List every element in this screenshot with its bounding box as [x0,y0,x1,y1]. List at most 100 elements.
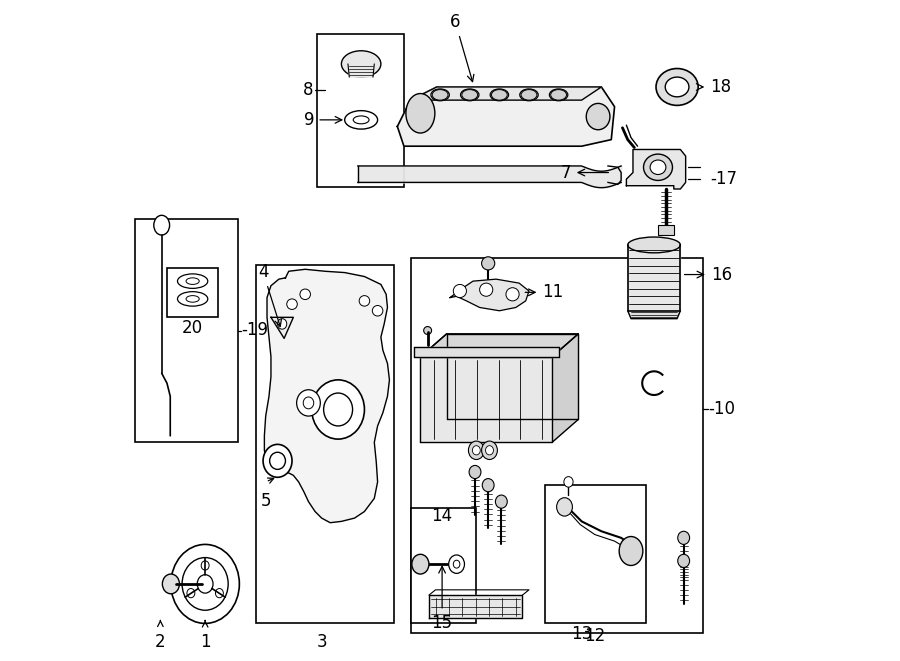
Ellipse shape [454,284,466,297]
Ellipse shape [491,90,508,100]
Text: 18: 18 [697,78,731,96]
Ellipse shape [277,319,287,329]
Ellipse shape [311,380,364,439]
Bar [545,485,646,623]
Text: 16: 16 [685,266,732,284]
Bar [256,264,394,623]
Polygon shape [265,269,390,523]
Ellipse shape [177,274,208,288]
Polygon shape [348,64,374,77]
Ellipse shape [324,393,353,426]
Ellipse shape [468,441,484,459]
Bar [410,508,476,623]
Ellipse shape [619,537,643,565]
Polygon shape [420,334,579,357]
Text: 6: 6 [450,13,474,81]
Ellipse shape [469,465,481,479]
Polygon shape [552,334,579,442]
Ellipse shape [482,256,495,270]
Ellipse shape [186,295,199,302]
Ellipse shape [495,495,508,508]
Ellipse shape [665,77,688,97]
Ellipse shape [482,479,494,492]
Ellipse shape [564,477,573,487]
Polygon shape [414,347,559,357]
Ellipse shape [461,89,479,100]
Ellipse shape [303,397,314,408]
Ellipse shape [650,160,666,175]
Ellipse shape [491,89,508,100]
Ellipse shape [521,90,537,100]
Polygon shape [450,279,529,311]
Ellipse shape [556,498,572,516]
Polygon shape [420,357,552,442]
Ellipse shape [656,69,698,105]
Ellipse shape [202,561,209,570]
Ellipse shape [482,441,498,459]
Text: 9: 9 [304,111,342,129]
Ellipse shape [359,295,370,306]
Ellipse shape [424,327,432,334]
Ellipse shape [480,283,493,296]
Ellipse shape [162,574,179,594]
Ellipse shape [586,103,610,130]
Polygon shape [446,334,579,419]
Polygon shape [626,149,686,189]
Ellipse shape [373,305,382,316]
Ellipse shape [432,90,448,100]
Ellipse shape [549,89,568,100]
Ellipse shape [345,110,378,129]
Polygon shape [429,595,522,618]
Ellipse shape [263,444,292,477]
Text: -19: -19 [241,321,268,340]
Ellipse shape [177,292,208,306]
Bar [135,219,238,442]
Ellipse shape [627,237,680,253]
Ellipse shape [182,558,229,610]
Text: 4: 4 [257,263,282,327]
Text: 2: 2 [155,633,166,651]
Ellipse shape [171,545,239,623]
Ellipse shape [287,299,297,309]
Polygon shape [627,311,680,319]
Ellipse shape [454,561,460,568]
Ellipse shape [678,531,689,545]
Ellipse shape [353,116,369,124]
Text: 14: 14 [431,507,453,525]
Ellipse shape [485,446,493,455]
Polygon shape [627,245,680,311]
Text: 8: 8 [302,81,313,99]
Ellipse shape [187,588,194,598]
Text: 13: 13 [571,625,592,643]
Ellipse shape [154,215,169,235]
Ellipse shape [520,89,538,100]
Text: 3: 3 [316,633,327,651]
Ellipse shape [197,574,213,593]
Text: 20: 20 [182,319,203,337]
Text: 12: 12 [584,627,606,644]
Ellipse shape [215,588,223,598]
Ellipse shape [297,390,320,416]
Ellipse shape [341,51,381,77]
Bar [658,225,674,235]
Ellipse shape [551,90,566,100]
Text: 7: 7 [561,163,608,182]
Bar [167,268,219,317]
Ellipse shape [449,555,464,573]
Polygon shape [271,317,293,338]
Ellipse shape [412,555,429,574]
Ellipse shape [678,555,689,567]
Ellipse shape [431,89,449,100]
Text: 1: 1 [200,633,211,651]
Ellipse shape [186,278,199,284]
Ellipse shape [406,94,435,133]
Text: -10: -10 [708,401,735,418]
Ellipse shape [300,289,310,299]
Bar [410,258,704,633]
Text: 15: 15 [431,566,453,631]
Text: 5: 5 [260,492,271,510]
Ellipse shape [472,446,481,455]
Ellipse shape [644,154,672,180]
Text: -17: -17 [710,170,737,188]
Polygon shape [410,87,601,100]
